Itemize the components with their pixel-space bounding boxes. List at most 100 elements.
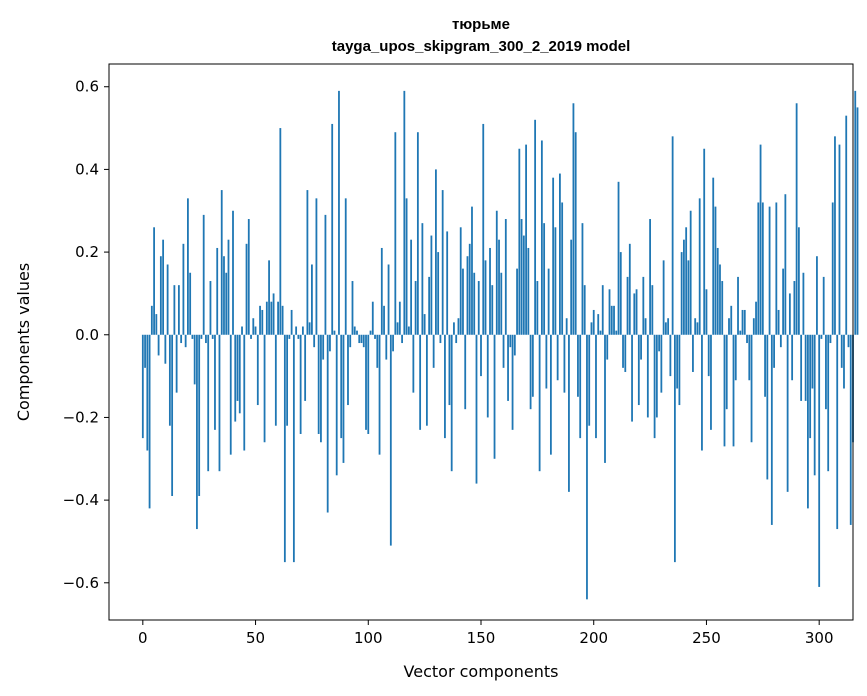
- bar: [613, 305, 615, 335]
- bar: [804, 334, 807, 401]
- bar: [193, 334, 196, 385]
- bar: [473, 272, 476, 335]
- y-axis-ticks: −0.6 −0.4 −0.2 0.0 0.2 0.4 0.6: [63, 78, 109, 592]
- bar: [464, 334, 467, 410]
- bar: [723, 334, 726, 447]
- bar: [290, 309, 293, 335]
- bar: [811, 334, 814, 389]
- bar: [198, 334, 201, 496]
- y-tick-label: −0.6: [63, 574, 99, 592]
- bar: [755, 301, 757, 335]
- bar: [714, 206, 717, 335]
- bar: [689, 210, 692, 335]
- bar: [405, 198, 408, 335]
- bar: [374, 334, 376, 339]
- bar: [678, 334, 681, 406]
- bar: [281, 305, 284, 335]
- bar: [628, 243, 631, 335]
- bar: [818, 334, 821, 587]
- bar: [707, 334, 710, 377]
- bar: [389, 334, 392, 546]
- bar: [335, 334, 338, 476]
- bar: [378, 334, 381, 455]
- bar: [770, 334, 773, 525]
- bar: [245, 243, 248, 335]
- bar: [838, 144, 841, 335]
- x-tick-label: 150: [467, 629, 496, 647]
- bar: [256, 334, 259, 406]
- bar: [651, 285, 654, 335]
- bar: [333, 330, 336, 335]
- bar: [800, 334, 803, 401]
- bar: [196, 334, 198, 530]
- bar: [649, 219, 651, 335]
- bar: [500, 272, 503, 335]
- bar: [601, 285, 604, 335]
- bar: [683, 239, 685, 335]
- bar: [495, 210, 498, 335]
- bar: [734, 334, 737, 381]
- bar: [597, 314, 600, 335]
- bar: [624, 334, 627, 372]
- bar: [220, 190, 223, 335]
- bar: [577, 334, 579, 397]
- bar: [279, 128, 282, 335]
- bar: [283, 334, 286, 563]
- bar: [455, 334, 458, 344]
- chart-title: тюрьме: [452, 16, 510, 33]
- bar: [141, 334, 144, 439]
- bar: [146, 334, 149, 451]
- bar: [845, 115, 848, 335]
- bar: [631, 334, 633, 422]
- bar: [448, 334, 451, 406]
- bar: [795, 103, 798, 335]
- bar: [556, 334, 559, 381]
- bar: [362, 334, 365, 348]
- bar: [401, 334, 403, 344]
- bar: [721, 281, 724, 335]
- bar: [640, 334, 642, 360]
- bar: [653, 334, 656, 439]
- bar: [347, 334, 349, 406]
- bar: [322, 334, 325, 360]
- bar: [475, 334, 478, 484]
- bar: [545, 334, 548, 389]
- bar: [207, 334, 210, 472]
- bar: [732, 334, 735, 447]
- bar: [507, 334, 509, 401]
- bar: [509, 334, 512, 348]
- bar: [261, 309, 264, 335]
- bar: [380, 247, 383, 335]
- bar: [588, 334, 591, 426]
- bar: [840, 334, 843, 368]
- bar: [565, 318, 568, 335]
- bar: [856, 107, 859, 335]
- bar: [637, 334, 640, 406]
- bar: [513, 334, 516, 356]
- bar: [238, 334, 241, 414]
- bar: [590, 322, 593, 335]
- bar: [692, 334, 694, 372]
- bar: [410, 239, 413, 335]
- bar: [200, 334, 203, 339]
- bar: [171, 334, 174, 496]
- bar: [164, 334, 167, 364]
- bar: [182, 243, 185, 335]
- bar: [516, 268, 518, 335]
- bar: [836, 334, 839, 530]
- bar: [157, 334, 160, 356]
- bar: [444, 334, 446, 439]
- x-tick-label: 300: [805, 629, 834, 647]
- bar: [189, 272, 192, 335]
- bar: [216, 247, 219, 335]
- bar: [719, 264, 721, 335]
- bar: [813, 334, 816, 476]
- bar: [737, 276, 739, 335]
- bar: [263, 334, 266, 443]
- y-tick-label: −0.2: [63, 408, 99, 426]
- bar: [270, 301, 273, 335]
- bar: [252, 318, 255, 335]
- bar: [843, 334, 845, 389]
- bar: [694, 318, 697, 335]
- bar: [471, 206, 473, 335]
